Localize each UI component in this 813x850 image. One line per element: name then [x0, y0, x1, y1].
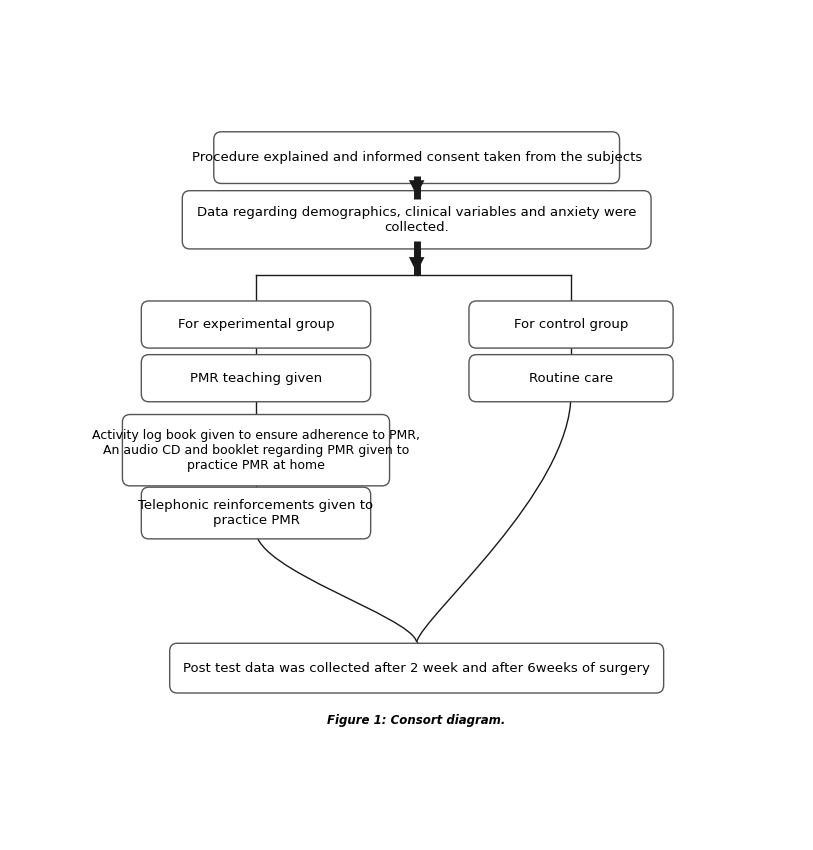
- FancyBboxPatch shape: [141, 301, 371, 348]
- FancyBboxPatch shape: [141, 354, 371, 402]
- Text: Procedure explained and informed consent taken from the subjects: Procedure explained and informed consent…: [192, 151, 641, 164]
- FancyBboxPatch shape: [214, 132, 620, 184]
- Text: Activity log book given to ensure adherence to PMR,
An audio CD and booklet rega: Activity log book given to ensure adhere…: [92, 428, 420, 472]
- Text: For control group: For control group: [514, 318, 628, 331]
- FancyBboxPatch shape: [141, 487, 371, 539]
- Text: Telephonic reinforcements given to
practice PMR: Telephonic reinforcements given to pract…: [138, 499, 373, 527]
- Text: For experimental group: For experimental group: [178, 318, 334, 331]
- FancyBboxPatch shape: [123, 415, 389, 486]
- Text: PMR teaching given: PMR teaching given: [190, 371, 322, 385]
- FancyBboxPatch shape: [469, 354, 673, 402]
- Text: Figure 1: Consort diagram.: Figure 1: Consort diagram.: [328, 714, 506, 727]
- FancyBboxPatch shape: [469, 301, 673, 348]
- FancyBboxPatch shape: [182, 190, 651, 249]
- Text: Post test data was collected after 2 week and after 6weeks of surgery: Post test data was collected after 2 wee…: [183, 661, 650, 675]
- Text: Data regarding demographics, clinical variables and anxiety were
collected.: Data regarding demographics, clinical va…: [197, 206, 637, 234]
- FancyBboxPatch shape: [170, 643, 663, 693]
- Text: Routine care: Routine care: [529, 371, 613, 385]
